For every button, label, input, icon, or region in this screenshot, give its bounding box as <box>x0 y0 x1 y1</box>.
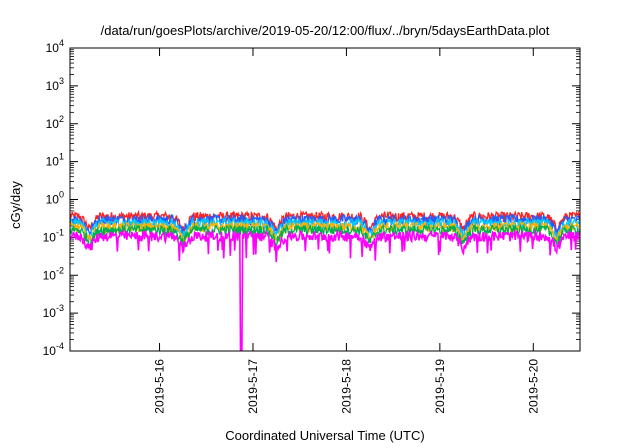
series-group <box>70 209 580 351</box>
x-tick-label: 2019-5-16 <box>153 359 167 414</box>
series-line-2 <box>70 212 580 240</box>
series-line-6 <box>70 228 580 351</box>
series-line-3 <box>70 216 580 242</box>
x-tick-label: 2019-5-17 <box>246 359 260 414</box>
plot-frame <box>69 47 581 352</box>
x-axis-label: Coordinated Universal Time (UTC) <box>225 428 424 443</box>
x-tick-label: 2019-5-20 <box>526 359 540 414</box>
y-tick-label: 101 <box>46 152 64 169</box>
y-axis-label: cGy/day <box>8 181 23 229</box>
y-tick-label: 102 <box>46 114 64 131</box>
series-line-5 <box>70 223 580 249</box>
y-axis-ticks: 10-4 10-3 10-2 10-1 100 101 102 103 104 <box>43 38 580 358</box>
plot-area <box>70 209 580 351</box>
x-axis-ticks: 2019-5-16 2019-5-17 2019-5-18 2019-5-19 2019… <box>153 48 540 414</box>
y-tick-label: 10-2 <box>43 265 64 282</box>
y-tick-label: 103 <box>46 76 64 93</box>
y-tick-label: 10-4 <box>43 341 64 358</box>
x-tick-label: 2019-5-18 <box>339 359 353 414</box>
x-tick-label: 2019-5-19 <box>433 359 447 414</box>
y-tick-label: 100 <box>46 190 64 207</box>
y-tick-label: 104 <box>46 38 64 55</box>
chart-title: /data/run/goesPlots/archive/2019-05-20/1… <box>101 23 550 38</box>
y-tick-label: 10-1 <box>43 227 64 244</box>
y-tick-label: 10-3 <box>43 303 64 320</box>
